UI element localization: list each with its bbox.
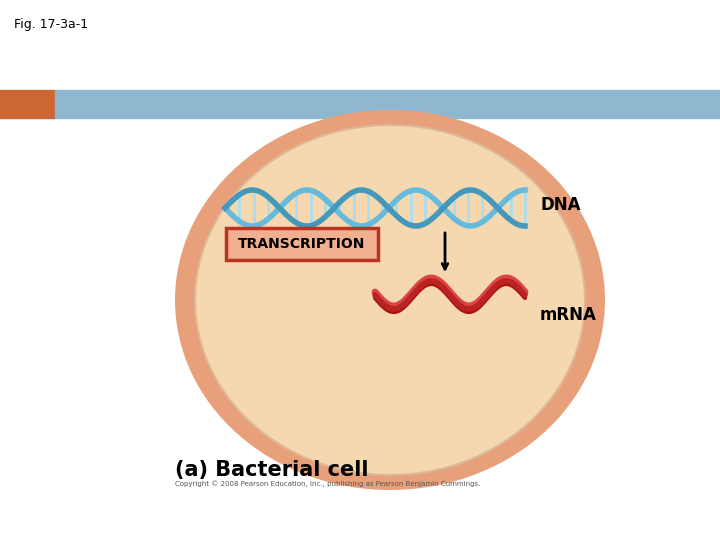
Text: mRNA: mRNA bbox=[540, 306, 597, 324]
Text: Copyright © 2008 Pearson Education, Inc., publishing as Pearson Benjamin Cumming: Copyright © 2008 Pearson Education, Inc.… bbox=[175, 480, 480, 487]
Text: Fig. 17-3a-1: Fig. 17-3a-1 bbox=[14, 18, 88, 31]
Bar bbox=[55, 90, 720, 118]
FancyBboxPatch shape bbox=[226, 228, 378, 260]
Bar bbox=[0, 90, 55, 118]
Ellipse shape bbox=[195, 125, 585, 475]
Text: DNA: DNA bbox=[540, 196, 580, 214]
Text: TRANSCRIPTION: TRANSCRIPTION bbox=[238, 237, 366, 251]
Text: (a) Bacterial cell: (a) Bacterial cell bbox=[175, 460, 369, 480]
Ellipse shape bbox=[175, 110, 605, 490]
